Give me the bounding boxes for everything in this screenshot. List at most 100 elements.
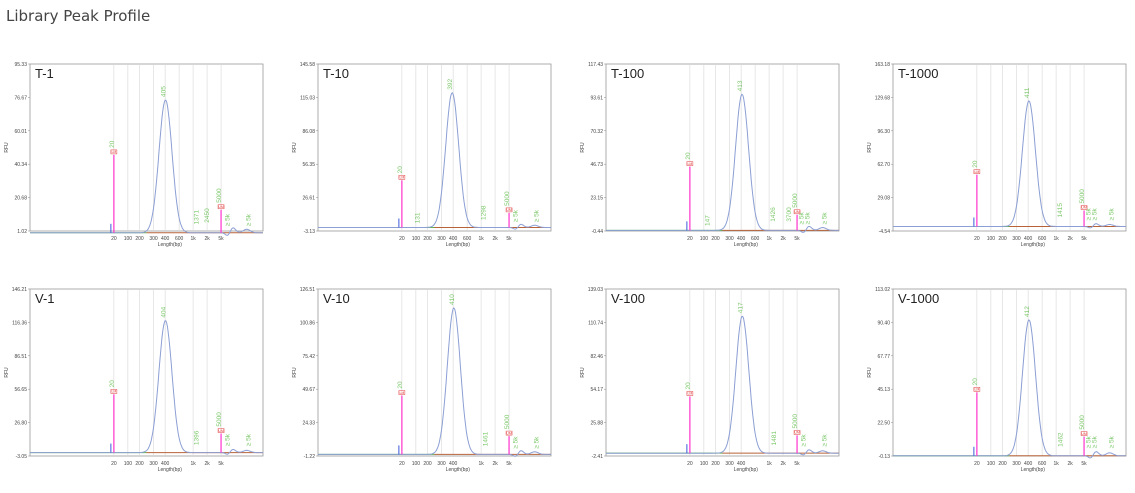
peak-label: 1396 [194, 430, 201, 445]
y-tick-label: 96.30 [877, 129, 890, 135]
x-tick-label: 5k [794, 236, 800, 242]
x-tick-label: 400 [161, 236, 170, 242]
x-axis-label: Length(bp) [158, 242, 183, 248]
peak-label: 1415 [1057, 203, 1064, 218]
marker-box [217, 204, 225, 210]
y-tick-label: -2.41 [592, 454, 604, 460]
marker-tag: UM [1081, 206, 1087, 210]
x-tick-label: 600 [1038, 461, 1047, 467]
x-tick-label: 20 [111, 461, 117, 467]
peak-label: 392 [447, 78, 454, 89]
peak-label: 417 [737, 302, 744, 313]
y-tick-label: -3.05 [16, 454, 28, 460]
x-tick-label: 600 [1038, 236, 1047, 242]
peak-label: 1371 [193, 210, 200, 225]
peak-label: 5000 [504, 414, 511, 429]
y-tick-label: 67.77 [877, 354, 890, 360]
peak-label: 5000 [1079, 415, 1086, 430]
y-tick-label: 70.32 [590, 129, 603, 135]
signal-trace [318, 92, 551, 230]
x-tick-label: 1k [766, 461, 772, 467]
peak-label: 410 [449, 294, 456, 305]
peak-label: ≥ 5k [224, 213, 231, 226]
x-tick-label: 400 [449, 461, 458, 467]
peak-label: ≥ 5k [821, 212, 828, 225]
plot-frame [892, 288, 1127, 457]
plot-frame [317, 288, 552, 457]
x-tick-label: 300 [725, 461, 734, 467]
marker-tag: UM [794, 431, 800, 435]
y-tick-label: 113.02 [875, 287, 890, 293]
y-tick-label: 95.33 [14, 62, 27, 68]
plot-frame [605, 288, 840, 457]
x-tick-label: 2k [1067, 236, 1073, 242]
x-tick-label: 600 [175, 236, 184, 242]
x-tick-label: 200 [423, 461, 432, 467]
x-tick-label: 600 [751, 236, 760, 242]
marker-box [217, 428, 225, 433]
x-tick-label: 600 [463, 236, 472, 242]
peak-label: 20 [972, 160, 979, 168]
x-tick-label: 400 [737, 236, 746, 242]
peak-label: 20 [685, 382, 692, 390]
plot-frame [29, 288, 264, 457]
y-tick-label: -0.44 [592, 229, 604, 235]
y-tick-label: 116.36 [12, 320, 27, 326]
electropherogram-t-10: 145.58 115.03 86.08 56.35 26.61 -3.13 20 100 200… [292, 62, 552, 248]
y-tick-label: 26.80 [14, 421, 27, 427]
x-tick-label: 100 [700, 461, 709, 467]
peak-label: ≥ 5k [800, 434, 807, 447]
x-tick-label: 200 [135, 461, 144, 467]
peak-label: 5000 [1079, 189, 1086, 204]
x-tick-label: 2k [204, 236, 210, 242]
y-tick-label: -4.54 [879, 229, 891, 235]
electropherogram-v-1: 146.21 116.36 86.51 56.65 26.80 -3.05 20 100 200… [4, 287, 264, 473]
y-tick-label: 75.42 [302, 354, 315, 360]
signal-trace [318, 307, 551, 457]
y-tick-label: 26.61 [302, 196, 315, 202]
y-axis-label: RFU [292, 367, 298, 378]
y-tick-label: 22.50 [877, 421, 890, 427]
y-axis-label: RFU [292, 142, 298, 153]
x-tick-label: 1k [766, 236, 772, 242]
marker-box [686, 161, 694, 166]
peak-label: 147 [704, 215, 711, 226]
y-tick-label: 49.67 [302, 387, 315, 393]
x-tick-label: 100 [124, 236, 133, 242]
peak-label: 5000 [216, 412, 223, 427]
x-tick-label: 2k [492, 461, 498, 467]
marker-box [398, 390, 406, 395]
peak-label: 20 [109, 140, 116, 148]
x-tick-label: 400 [161, 461, 170, 467]
marker-tag: LM [687, 392, 692, 396]
x-tick-label: 5k [506, 236, 512, 242]
y-tick-label: 86.08 [302, 129, 315, 135]
signal-trace [30, 99, 263, 236]
x-tick-label: 5k [1081, 461, 1087, 467]
x-tick-label: 1k [1053, 461, 1059, 467]
y-tick-label: 54.17 [590, 387, 603, 393]
plot-frame [317, 63, 552, 232]
peak-label: ≥ 5k [1108, 435, 1115, 448]
y-tick-label: -3.13 [304, 229, 316, 235]
marker-tag: LM [974, 388, 979, 392]
x-axis-label: Length(bp) [734, 242, 759, 248]
peak-label: 5000 [216, 188, 223, 203]
marker-box [110, 149, 118, 155]
peak-label: ≥ 5k [821, 434, 828, 447]
x-tick-label: 20 [687, 461, 693, 467]
sample-name: T-1 [35, 66, 54, 81]
peak-label: ≥ 5k [1108, 208, 1115, 221]
peak-label: 20 [397, 381, 404, 389]
marker-tag: LM [111, 150, 116, 154]
y-tick-label: -0.13 [879, 454, 891, 460]
marker-box [1080, 431, 1088, 436]
y-tick-label: 163.18 [875, 62, 891, 68]
x-tick-label: 200 [711, 236, 720, 242]
electropherogram-t-100: 117.43 93.61 70.32 46.73 23.15 -0.44 20 100 200 3… [580, 62, 840, 248]
x-tick-label: 200 [135, 236, 144, 242]
sample-name: V-100 [611, 291, 645, 306]
y-tick-label: 129.68 [875, 95, 891, 101]
signal-trace [606, 93, 839, 233]
signal-trace [30, 320, 263, 455]
